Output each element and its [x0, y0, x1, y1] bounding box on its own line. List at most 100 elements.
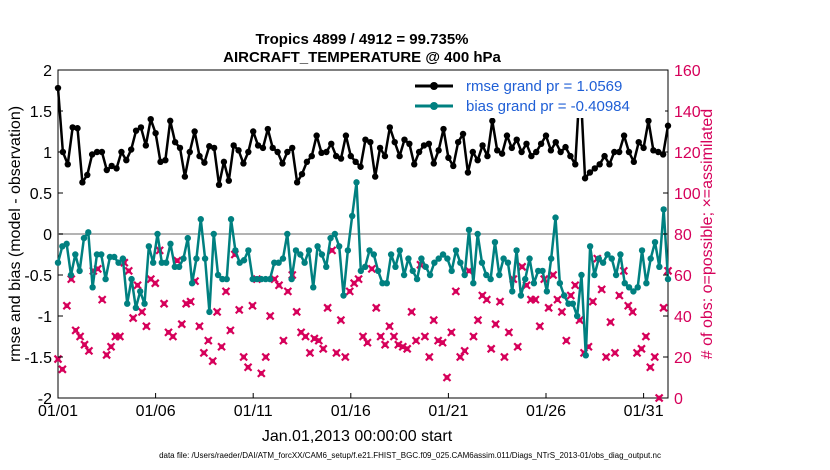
rmse-point [88, 151, 96, 158]
obs-marker [305, 348, 315, 358]
obs-marker [168, 332, 178, 341]
rmse-point [69, 124, 76, 131]
obs-marker [429, 315, 439, 325]
rmse-point [328, 140, 335, 147]
obs-marker [142, 321, 151, 331]
rmse-point [591, 165, 598, 172]
bias-point [76, 267, 83, 275]
rmse-point [79, 179, 86, 186]
bias-point [539, 267, 546, 275]
obs-marker [265, 311, 275, 321]
obs-marker [500, 352, 509, 362]
rmse-point [415, 148, 423, 156]
rmse-point [513, 136, 520, 143]
obs-marker [62, 301, 72, 311]
rmse-point [313, 132, 320, 139]
rmse-point [616, 148, 623, 156]
rmse-point [650, 147, 657, 154]
bias-point [284, 230, 291, 238]
bias-point [214, 271, 222, 279]
rmse-point [567, 152, 574, 160]
rmse-point [123, 157, 130, 164]
bias-point [98, 251, 105, 258]
rmse-point [459, 130, 467, 138]
y-tick-label: 0.5 [30, 186, 52, 203]
rmse-point [210, 144, 218, 152]
rmse-point [201, 159, 208, 166]
rmse-point [103, 166, 111, 174]
rmse-point [601, 152, 608, 160]
bias-point [444, 255, 451, 262]
rmse-point [220, 158, 228, 166]
bias-point [504, 259, 512, 266]
obs-marker [562, 336, 571, 345]
obs-marker [659, 303, 668, 313]
obs-marker [292, 307, 301, 317]
rmse-point [323, 148, 330, 156]
obs-marker [314, 336, 324, 345]
bias-point [660, 206, 667, 213]
rmse-point [362, 136, 369, 143]
rmse-point [215, 181, 223, 188]
obs-marker [513, 342, 522, 352]
obs-marker [557, 307, 567, 317]
rmse-point [445, 154, 452, 161]
obs-marker [115, 332, 125, 341]
rmse-point [586, 169, 594, 176]
obs-marker [270, 274, 279, 284]
bias-point [227, 216, 235, 223]
bias-point [509, 288, 516, 295]
rmse-point [74, 125, 81, 132]
rmse-point [98, 148, 106, 156]
obs-marker [606, 317, 615, 327]
rmse-point [440, 125, 447, 133]
obs-marker [128, 313, 138, 323]
rmse-point [640, 144, 647, 152]
rmse-point [523, 140, 530, 147]
rmse-point [152, 129, 159, 137]
y2-tick-label: 120 [674, 145, 701, 162]
rmse-point [337, 155, 345, 162]
rmse-point [396, 152, 403, 160]
obs-marker [199, 348, 209, 358]
bias-point [569, 300, 577, 307]
bias-point [374, 267, 382, 275]
rmse-point [245, 148, 252, 156]
rmse-point [250, 128, 257, 135]
bias-point [206, 308, 213, 316]
rmse-point [162, 157, 169, 164]
bias-point [435, 255, 442, 262]
obs-marker [248, 301, 257, 311]
bias-point [275, 259, 282, 266]
rmse-point [508, 144, 516, 152]
bias-point [474, 230, 481, 238]
legend-rmse-marker [430, 82, 438, 90]
bias-point [124, 300, 131, 307]
rmse-point [420, 142, 428, 149]
bias-point [301, 259, 308, 266]
bias-point [111, 253, 118, 261]
obs-marker [195, 321, 204, 331]
obs-marker [217, 342, 226, 352]
bias-point [405, 255, 412, 262]
obs-marker [491, 319, 500, 329]
rmse-point [376, 144, 384, 152]
obs-marker [420, 332, 430, 341]
obs-marker [566, 291, 576, 300]
y2-tick-label: 20 [674, 350, 692, 367]
rmse-point [572, 161, 579, 168]
obs-marker [257, 369, 266, 378]
rmse-point [518, 148, 525, 156]
legend-bias-label: bias grand pr = -0.40984 [466, 98, 630, 115]
rmse-point [425, 140, 433, 147]
rmse-point [503, 132, 511, 139]
obs-marker [389, 332, 399, 341]
obs-marker [650, 352, 660, 362]
bias-point [656, 263, 663, 270]
obs-marker [455, 352, 465, 362]
y2-tick-label: 60 [674, 268, 692, 285]
rmse-point [54, 84, 62, 92]
bias-point [630, 288, 637, 295]
rmse-point [372, 173, 379, 180]
x-tick-label: 01/06 [136, 403, 176, 420]
